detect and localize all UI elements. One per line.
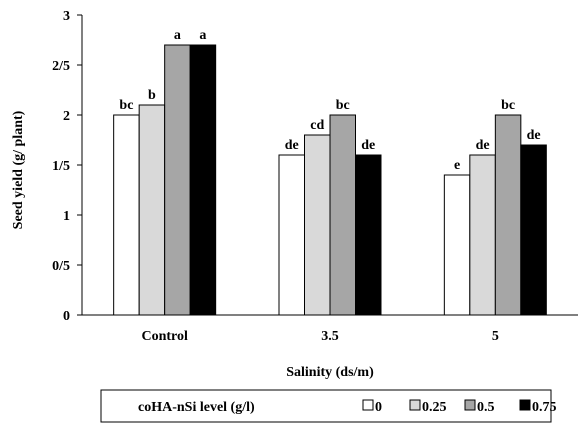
bar	[189, 44, 217, 316]
x-tick-label: 3.5	[321, 329, 339, 344]
legend-swatch	[519, 399, 531, 411]
significance-letter: b	[148, 88, 156, 103]
y-tick-label: 2	[63, 109, 70, 124]
significance-letter: de	[527, 128, 541, 143]
bar	[520, 144, 547, 316]
bar	[443, 174, 471, 316]
bar	[138, 104, 166, 316]
y-tick-label: 1/5	[52, 159, 70, 174]
bar	[278, 154, 305, 316]
significance-letter: bc	[119, 98, 133, 113]
legend-label: 0.75	[532, 400, 557, 415]
significance-letter: bc	[336, 98, 350, 113]
significance-letter: de	[361, 138, 375, 153]
significance-letter: a	[199, 28, 206, 43]
legend-swatch	[362, 399, 374, 411]
significance-letter: de	[285, 138, 299, 153]
legend-title: coHA-nSi level (g/l)	[138, 400, 255, 415]
bar	[469, 154, 496, 316]
y-tick-label: 2/5	[52, 59, 70, 74]
bar	[304, 134, 331, 316]
legend-items: 0 0.25 0.5 0.75	[362, 399, 557, 415]
y-axis-title: Seed yield (g/ plant)	[11, 110, 26, 229]
legend-label: 0.5	[477, 400, 495, 415]
x-axis-ticks: Control 3.5 5	[141, 329, 498, 344]
legend-swatch	[464, 399, 476, 411]
legend-label: 0.25	[422, 400, 447, 415]
bar	[329, 114, 356, 316]
significance-letter: bc	[501, 98, 515, 113]
y-axis-ticks: 0 0/5 1 1/5 2 2/5 3	[52, 9, 82, 324]
y-tick-label: 0	[63, 309, 70, 324]
x-tick-label: 5	[492, 329, 499, 344]
bar	[164, 44, 191, 316]
y-tick-label: 3	[63, 9, 70, 24]
legend-box	[100, 389, 552, 423]
significance-letter: de	[476, 138, 490, 153]
significance-letter: e	[454, 158, 460, 173]
x-axis-title: Salinity (ds/m)	[286, 365, 374, 380]
bars	[113, 44, 547, 316]
significance-letter: a	[174, 28, 181, 43]
legend-label: 0	[375, 400, 382, 415]
bar	[355, 154, 382, 316]
y-tick-label: 1	[63, 209, 70, 224]
legend: coHA-nSi level (g/l) 0 0.25 0.5 0.75	[100, 389, 557, 423]
legend-swatch	[409, 399, 421, 411]
x-tick-label: Control	[141, 329, 188, 344]
bar	[113, 114, 140, 316]
significance-letter: cd	[310, 118, 324, 133]
bar	[494, 114, 522, 316]
y-tick-label: 0/5	[52, 259, 70, 274]
